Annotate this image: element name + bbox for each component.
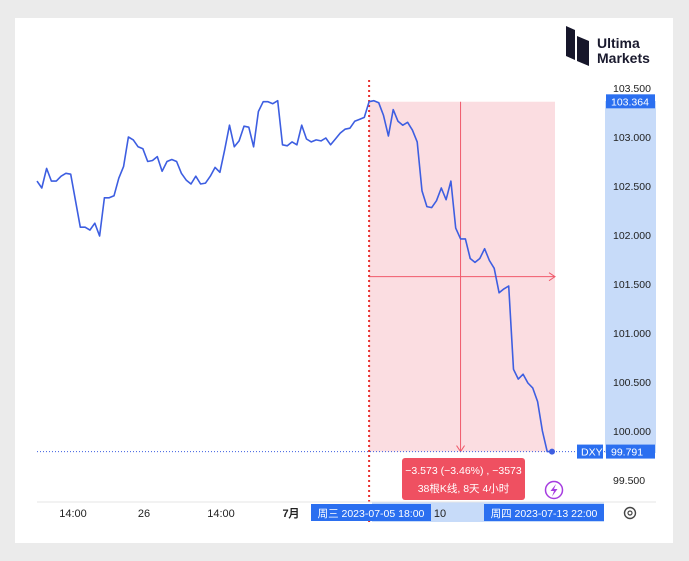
x-tick-label: 26 <box>138 508 150 520</box>
symbol-label: DXY <box>581 447 603 459</box>
current-price-label: 99.791 <box>611 447 643 459</box>
logo-mark-icon <box>566 26 589 66</box>
time-axis[interactable]: 14:00 26 14:00 7月 10 <box>59 507 446 520</box>
y-tick-label: 100.500 <box>613 377 651 389</box>
x-tick-label: 14:00 <box>59 508 87 520</box>
x-tick-label: 14:00 <box>207 508 235 520</box>
end-time-label-bg <box>484 504 604 521</box>
brand-name-line2: Markets <box>597 50 650 66</box>
y-tick-label: 102.000 <box>613 230 651 242</box>
price-line <box>36 99 552 453</box>
brand-name-line1: Ultima <box>597 35 640 51</box>
y-tick-label: 102.500 <box>613 181 651 193</box>
symbol-label-bg <box>577 444 603 459</box>
start-time-label-bg <box>311 504 431 521</box>
measure-arrow-head-right <box>548 272 556 282</box>
brand-logo: Ultima Markets <box>566 26 650 66</box>
measure-bars-text: 38根K线, 8天 4小时 <box>418 482 510 495</box>
measure-region[interactable] <box>368 80 556 522</box>
gear-icon[interactable] <box>623 506 637 520</box>
last-price-label-bg <box>606 94 655 109</box>
x-tick-label: 7月 <box>282 507 299 520</box>
price-axis-highlight <box>605 101 656 453</box>
current-price-label-bg <box>606 444 655 459</box>
price-axis[interactable]: 103.500 103.000 102.500 102.000 101.500 101.0… <box>613 83 651 487</box>
y-tick-label: 101.000 <box>613 328 651 340</box>
lightning-icon[interactable] <box>544 480 564 500</box>
chart-frame: Ultima Markets 103.500 103.000 102.500 102.… <box>15 18 673 543</box>
y-tick-label: 99.500 <box>613 475 645 487</box>
y-tick-label: 101.500 <box>613 279 651 291</box>
x-tick-label: 10 <box>434 508 446 520</box>
price-labels: 103.364 DXY 99.791 −3.573 (−3.46%) , −3573 3… <box>311 94 655 521</box>
last-price-label: 103.364 <box>611 96 649 108</box>
chart-svg[interactable]: Ultima Markets 103.500 103.000 102.500 102.… <box>15 18 673 543</box>
measure-change-text: −3.573 (−3.46%) , −3573 <box>405 465 522 477</box>
last-point-marker <box>549 448 555 455</box>
y-tick-label: 103.000 <box>613 132 651 144</box>
end-time-label: 周四 2023-07-13 22:00 <box>491 508 598 520</box>
y-tick-label: 100.000 <box>613 426 651 438</box>
series-line-dxy <box>36 99 605 455</box>
y-tick-label: 103.500 <box>613 83 651 95</box>
measure-tooltip <box>402 458 525 500</box>
start-time-label: 周三 2023-07-05 18:00 <box>318 508 425 520</box>
